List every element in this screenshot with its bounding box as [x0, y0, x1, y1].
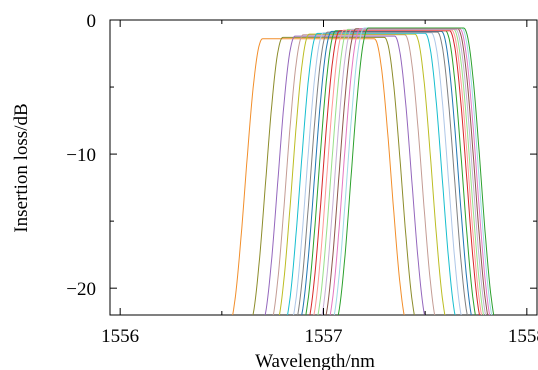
series-line-2: [252, 36, 415, 315]
y-ticks-group: 0 −10 −20: [66, 11, 537, 300]
x-axis-label: Wavelength/nm: [255, 351, 375, 370]
curves-group: [232, 27, 495, 315]
x-tick-label: 1556: [101, 326, 139, 347]
series-line-10: [305, 30, 476, 315]
series-line-18: [337, 27, 495, 315]
y-axis-label: Insertion loss/dB: [11, 103, 32, 232]
series-line-9: [301, 30, 472, 315]
series-line-11: [309, 30, 480, 315]
y-tick-label: −10: [66, 145, 96, 166]
y-tick-label: −20: [66, 279, 96, 300]
x-tick-label: 1558: [508, 326, 538, 347]
series-line-12: [313, 29, 483, 315]
series-line-16: [329, 28, 491, 315]
series-line-6: [287, 32, 456, 315]
y-tick-label: 0: [87, 11, 97, 32]
series-line-13: [317, 28, 485, 315]
x-ticks-group: 1556 1557 1558: [101, 20, 538, 347]
x-tick-label: 1557: [305, 326, 343, 347]
series-line-1: [232, 38, 405, 315]
series-line-5: [278, 33, 446, 315]
series-line-7: [293, 32, 462, 315]
series-line-14: [321, 28, 487, 315]
series-line-8: [297, 31, 468, 315]
series-line-4: [272, 34, 436, 315]
